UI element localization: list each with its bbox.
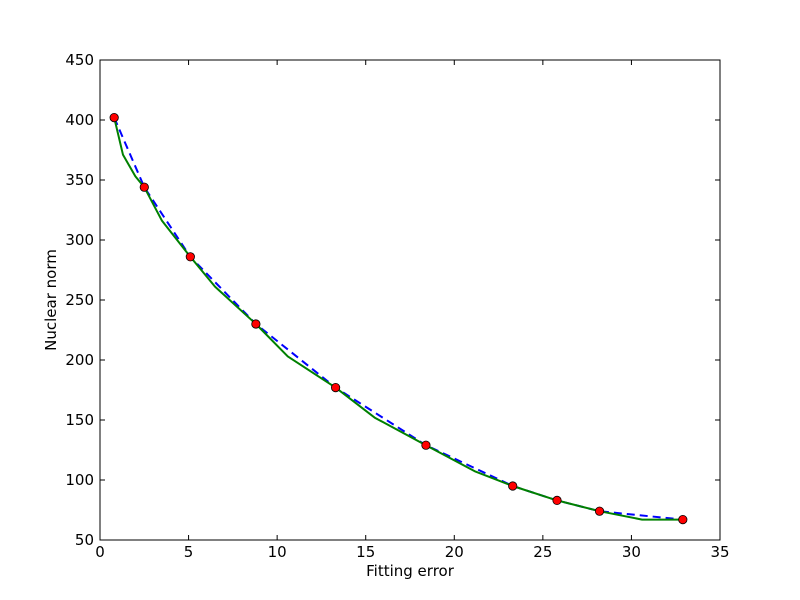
data-point (552, 495, 562, 505)
x-tick-label: 25 (533, 543, 552, 561)
data-point (139, 182, 149, 192)
x-axis-label: Fitting error (366, 562, 455, 580)
data-point (421, 440, 431, 450)
y-tick-label: 350 (65, 171, 94, 189)
plot-background (100, 60, 720, 540)
y-axis-label: Nuclear norm (42, 249, 60, 351)
y-tick-label: 250 (65, 291, 94, 309)
x-tick-label: 30 (622, 543, 641, 561)
x-tick-label: 5 (184, 543, 194, 561)
y-tick-label: 300 (65, 231, 94, 249)
data-point (185, 252, 195, 262)
data-point (109, 113, 119, 123)
y-tick-label: 150 (65, 411, 94, 429)
data-point (251, 319, 261, 329)
y-tick-label: 400 (65, 111, 94, 129)
data-point (508, 481, 518, 491)
y-tick-label: 50 (75, 531, 94, 549)
plot-frame (99, 59, 721, 541)
x-tick-label: 15 (356, 543, 375, 561)
tick-labels: 0 5 10 15 20 25 30 35 50 100 150 200 250 300 350 400 450 (65, 51, 729, 561)
data-point (678, 514, 688, 525)
y-tick-label: 200 (65, 351, 94, 369)
x-tick-label: 35 (710, 543, 729, 561)
data-point (330, 382, 341, 393)
x-tick-label: 0 (95, 543, 105, 561)
x-tick-label: 10 (268, 543, 287, 561)
x-tick-label: 20 (445, 543, 464, 561)
series-layer (109, 113, 688, 525)
data-point (594, 506, 605, 516)
y-tick-label: 100 (65, 471, 94, 489)
y-tick-label: 450 (65, 51, 94, 69)
